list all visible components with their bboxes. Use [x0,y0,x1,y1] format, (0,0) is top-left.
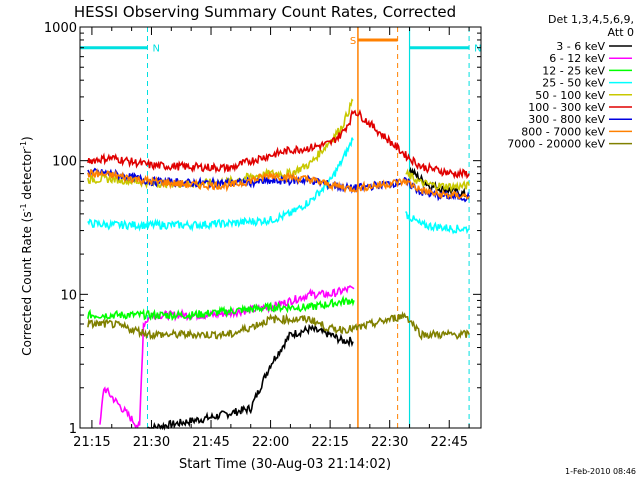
legend-label: 50 - 100 keV [535,89,605,102]
plot-area: N NS [80,27,482,431]
x-tick-label: 21:30 [133,435,170,450]
x-axis-label: Start Time (30-Aug-03 21:14:02) [179,457,391,472]
legend-label: 25 - 50 keV [542,77,605,90]
legend-label: 6 - 12 keV [549,52,605,65]
legend-label: 100 - 300 keV [528,101,605,114]
x-tick-label: 22:15 [311,435,348,450]
legend-label: 800 - 7000 keV [521,125,605,138]
series-line [87,167,470,203]
axes-frame [79,26,482,429]
x-tick-label: 21:15 [73,435,110,450]
series-line [147,166,470,431]
x-tick-label: 22:00 [252,435,289,450]
series-line [87,295,355,322]
chart-title: HESSI Observing Summary Count Rates, Cor… [74,3,456,21]
legend-title-line1: Det 1,3,4,5,6,9, [548,13,634,26]
legend-label: 12 - 25 keV [542,64,605,77]
y-tick-label: 1 [69,422,77,437]
series-line [87,311,470,341]
x-tick-label: 22:45 [431,435,468,450]
footer-date: 1-Feb-2010 08:46 [565,467,636,476]
y-tick-label: 100 [52,155,77,170]
flag-label: N [152,44,159,55]
y-axis-label: Corrected Count Rate (s-1 detector-1) [19,136,34,355]
x-tick-label: 21:45 [192,435,229,450]
series-line [87,167,470,200]
legend-label: 3 - 6 keV [556,40,605,53]
series-line [87,108,470,180]
flag-label: S [350,36,356,47]
axes: 1 10 100 1000 21:15 21:30 21:45 22:00 22:15 22:30… [44,21,482,450]
x-tick-label: 22:30 [371,435,408,450]
y-tick-label: 10 [60,288,77,303]
legend-title-line2: Att 0 [608,26,634,39]
y-tick-label: 1000 [44,21,77,36]
series-line [87,137,470,235]
legend-label: 7000 - 20000 keV [507,138,605,151]
legend-label: 300 - 800 keV [528,113,605,126]
flag-label: N [474,44,481,55]
